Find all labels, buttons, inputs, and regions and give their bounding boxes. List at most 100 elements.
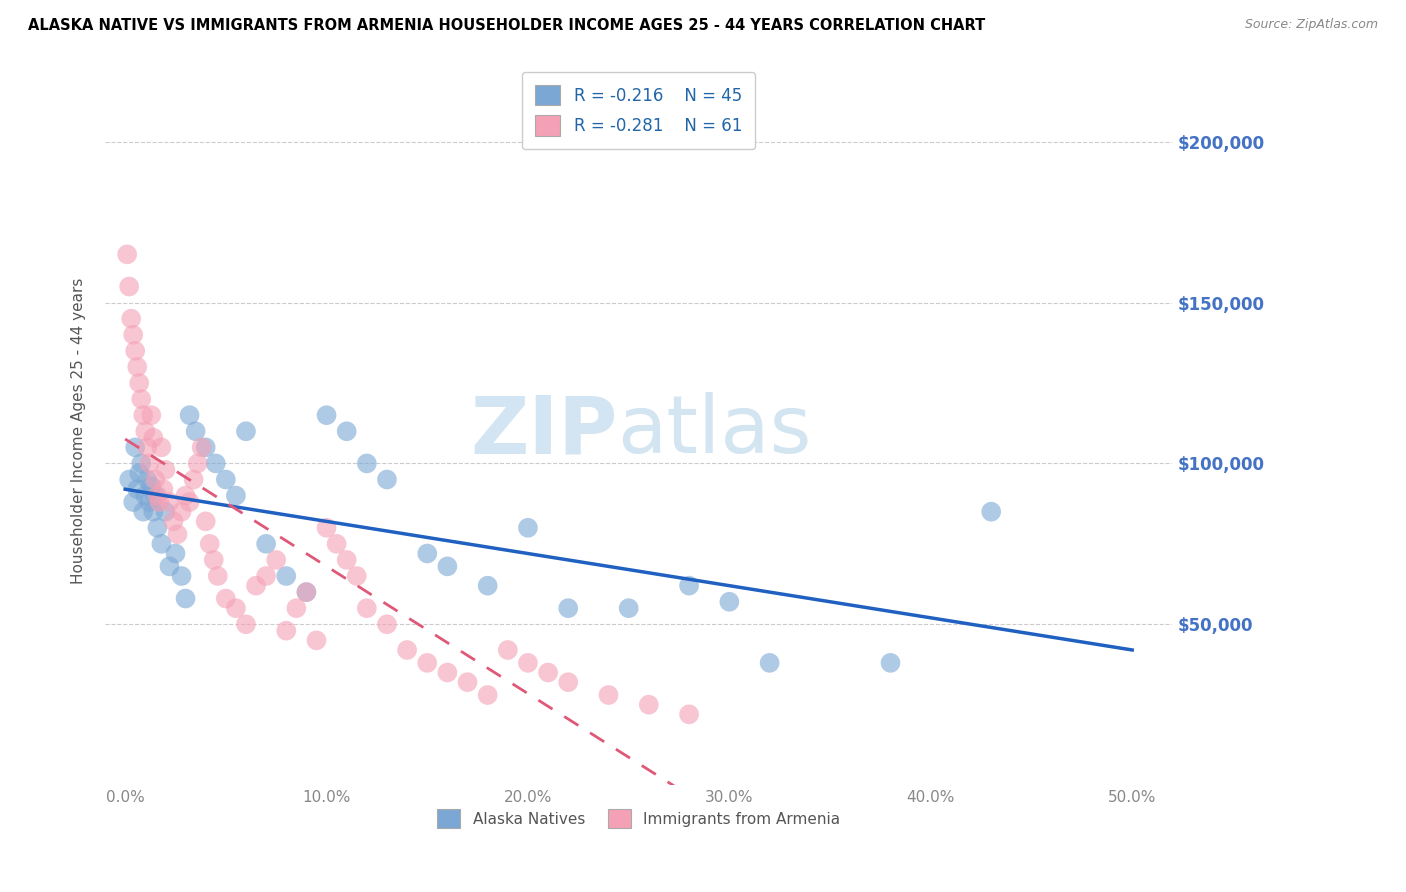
Point — [184, 424, 207, 438]
Point — [194, 441, 217, 455]
Point — [457, 675, 479, 690]
Y-axis label: Householder Income Ages 25 - 44 years: Householder Income Ages 25 - 44 years — [72, 278, 86, 584]
Point — [183, 473, 205, 487]
Point — [118, 279, 141, 293]
Point — [396, 643, 419, 657]
Point — [138, 495, 160, 509]
Point — [276, 624, 298, 638]
Point — [225, 601, 247, 615]
Point — [537, 665, 560, 680]
Point — [174, 489, 197, 503]
Point — [122, 327, 145, 342]
Point — [128, 466, 150, 480]
Point — [146, 521, 169, 535]
Point — [276, 569, 298, 583]
Point — [235, 424, 257, 438]
Point — [375, 473, 398, 487]
Point — [170, 569, 193, 583]
Point — [190, 441, 212, 455]
Point — [170, 505, 193, 519]
Point — [245, 579, 267, 593]
Point — [143, 489, 166, 503]
Text: ZIP: ZIP — [470, 392, 617, 470]
Point — [436, 665, 458, 680]
Point — [718, 595, 741, 609]
Point — [132, 505, 155, 519]
Point — [194, 514, 217, 528]
Point — [356, 457, 378, 471]
Point — [678, 707, 700, 722]
Point — [155, 463, 177, 477]
Point — [128, 376, 150, 390]
Point — [295, 585, 318, 599]
Point — [598, 688, 620, 702]
Point — [254, 537, 277, 551]
Point — [136, 441, 159, 455]
Point — [134, 489, 156, 503]
Point — [416, 656, 439, 670]
Point — [198, 537, 221, 551]
Point — [150, 441, 173, 455]
Point — [138, 457, 160, 471]
Point — [152, 482, 174, 496]
Point — [132, 408, 155, 422]
Point — [120, 311, 142, 326]
Point — [141, 408, 163, 422]
Point — [315, 521, 337, 535]
Point — [155, 505, 177, 519]
Point — [215, 473, 238, 487]
Point — [346, 569, 368, 583]
Point — [215, 591, 238, 606]
Point — [375, 617, 398, 632]
Point — [142, 505, 165, 519]
Point — [129, 392, 152, 406]
Point — [124, 441, 146, 455]
Point — [678, 579, 700, 593]
Point — [325, 537, 347, 551]
Point — [436, 559, 458, 574]
Point — [127, 359, 149, 374]
Point — [758, 656, 780, 670]
Point — [166, 527, 188, 541]
Point — [179, 495, 201, 509]
Point — [134, 424, 156, 438]
Point — [150, 537, 173, 551]
Text: ALASKA NATIVE VS IMMIGRANTS FROM ARMENIA HOUSEHOLDER INCOME AGES 25 - 44 YEARS C: ALASKA NATIVE VS IMMIGRANTS FROM ARMENIA… — [28, 18, 986, 33]
Point — [124, 343, 146, 358]
Point — [202, 553, 225, 567]
Point — [416, 547, 439, 561]
Point — [617, 601, 640, 615]
Point — [637, 698, 659, 712]
Point — [174, 591, 197, 606]
Point — [159, 559, 181, 574]
Point — [496, 643, 519, 657]
Point — [115, 247, 138, 261]
Point — [165, 547, 187, 561]
Point — [477, 579, 499, 593]
Point — [315, 408, 337, 422]
Point — [142, 431, 165, 445]
Point — [356, 601, 378, 615]
Point — [264, 553, 287, 567]
Point — [336, 424, 359, 438]
Point — [204, 457, 226, 471]
Point — [143, 473, 166, 487]
Point — [148, 495, 170, 509]
Point — [146, 489, 169, 503]
Point — [136, 473, 159, 487]
Point — [557, 675, 579, 690]
Point — [980, 505, 1002, 519]
Point — [517, 656, 540, 670]
Point — [336, 553, 359, 567]
Point — [295, 585, 318, 599]
Text: atlas: atlas — [617, 392, 811, 470]
Point — [477, 688, 499, 702]
Point — [122, 495, 145, 509]
Point — [879, 656, 901, 670]
Point — [517, 521, 540, 535]
Point — [207, 569, 229, 583]
Point — [254, 569, 277, 583]
Point — [285, 601, 308, 615]
Point — [141, 479, 163, 493]
Legend: Alaska Natives, Immigrants from Armenia: Alaska Natives, Immigrants from Armenia — [432, 803, 846, 834]
